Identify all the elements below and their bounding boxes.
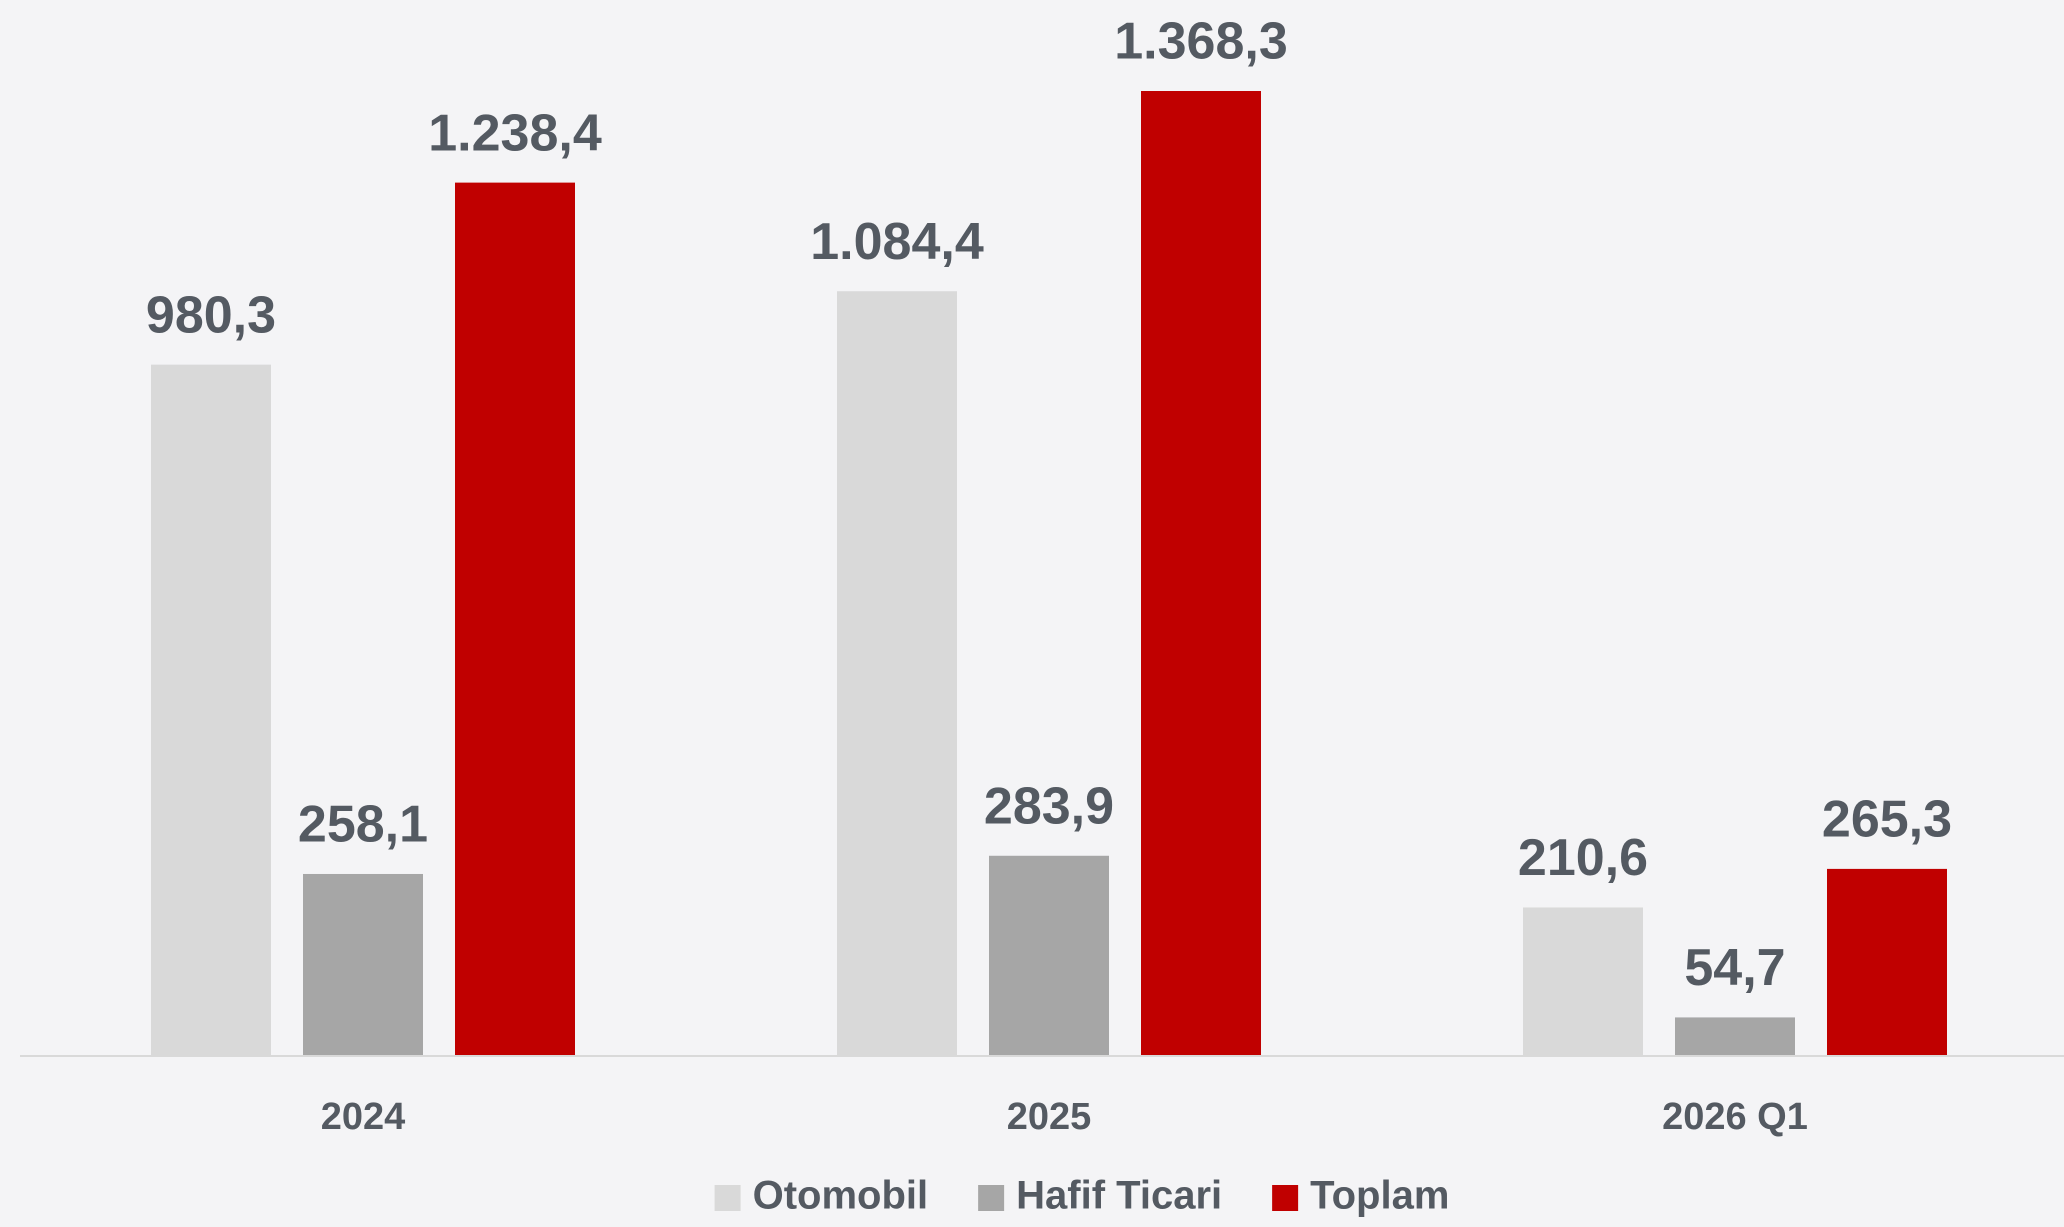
legend-label: Otomobil	[753, 1174, 929, 1218]
value-label: 980,3	[146, 286, 276, 344]
value-label: 258,1	[298, 796, 428, 854]
bar	[151, 364, 271, 1057]
bar	[1141, 91, 1261, 1056]
value-label: 283,9	[984, 778, 1114, 836]
legend-swatch	[1272, 1185, 1299, 1211]
bar	[989, 855, 1109, 1056]
value-label: 1.084,4	[810, 213, 984, 271]
value-label: 1.368,3	[1114, 13, 1288, 71]
bar	[1523, 907, 1643, 1056]
value-label: 54,7	[1684, 939, 1785, 997]
legend-swatch	[978, 1185, 1005, 1211]
value-label: 265,3	[1822, 791, 1952, 849]
legend-label: Toplam	[1310, 1174, 1449, 1218]
legend-swatch	[714, 1185, 741, 1211]
x-tick-label: 2025	[1007, 1096, 1092, 1138]
legend-label: Hafif Ticari	[1016, 1174, 1222, 1218]
x-tick-label: 2026 Q1	[1662, 1096, 1808, 1138]
bar	[1675, 1017, 1795, 1056]
value-label: 210,6	[1518, 829, 1648, 887]
bar	[455, 182, 575, 1057]
x-tick-label: 2024	[321, 1096, 406, 1138]
bar	[1827, 868, 1947, 1056]
bar	[303, 873, 423, 1056]
value-label: 1.238,4	[428, 104, 602, 162]
bar	[837, 291, 957, 1056]
